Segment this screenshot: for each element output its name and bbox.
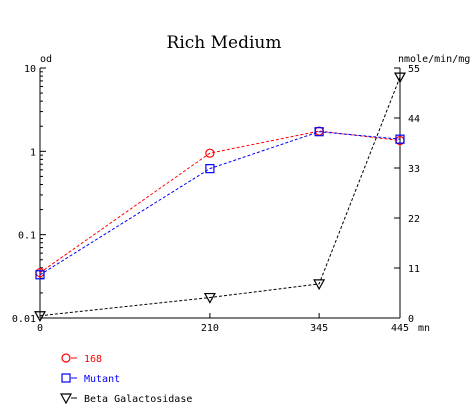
x-axis-label: mn <box>418 323 430 334</box>
x-tick-label: 0 <box>37 323 43 334</box>
y-left-label: od <box>40 54 52 65</box>
legend: 168 Mutant Beta Galactosidase <box>59 353 192 405</box>
data-point-series-1 <box>35 270 45 280</box>
y-left-tick-label: 0.01 <box>12 314 36 325</box>
x-tick-label: 445 <box>391 323 409 334</box>
data-point-series-1 <box>395 134 405 144</box>
y-left-tick-label: 0.1 <box>18 231 36 242</box>
data-point-series-1 <box>205 164 215 174</box>
data-point-series-1 <box>314 127 324 137</box>
legend-label: Mutant <box>84 374 120 385</box>
y-right-tick-label: 33 <box>408 164 420 175</box>
series-layer <box>33 72 407 322</box>
data-point-series-2 <box>393 72 407 84</box>
y-right-tick-label: 0 <box>408 314 414 325</box>
series-line-2 <box>39 76 401 317</box>
y-right-tick-label: 22 <box>408 214 420 225</box>
data-point-series-0 <box>205 148 215 158</box>
y-right-tick-label: 11 <box>408 264 420 275</box>
legend-label: 168 <box>84 354 102 365</box>
y-left-tick-label: 1 <box>30 147 36 158</box>
legend-marker <box>61 373 71 383</box>
x-tick-label: 210 <box>201 323 219 334</box>
y-right-tick-label: 44 <box>408 114 420 125</box>
y-right-tick-label: 55 <box>408 64 420 75</box>
chart-title: Rich Medium <box>167 33 282 53</box>
y-left-tick-label: 10 <box>24 64 36 75</box>
x-tick-label: 345 <box>310 323 328 334</box>
legend-label: Beta Galactosidase <box>84 394 192 405</box>
legend-marker <box>61 353 71 363</box>
legend-marker <box>59 393 73 405</box>
axes: 10 1 0.1 0.01 55 44 33 22 11 0 0 210 345 445 <box>12 64 420 334</box>
series-line-1 <box>39 131 401 276</box>
series-line-0 <box>39 130 401 274</box>
data-point-series-2 <box>313 279 326 291</box>
data-point-series-2 <box>33 311 47 322</box>
data-point-series-2 <box>203 292 216 304</box>
y-right-label: nmole/min/mg <box>398 54 470 65</box>
